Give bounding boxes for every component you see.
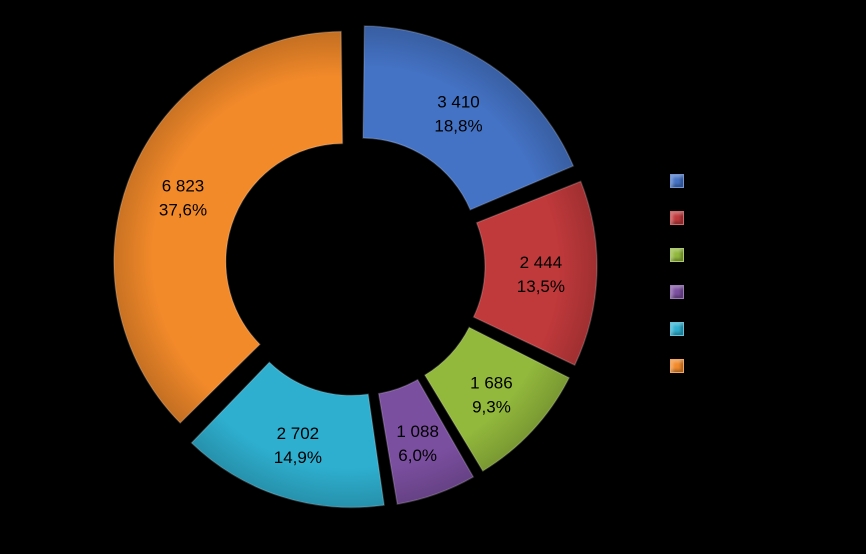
legend-item <box>670 248 684 262</box>
legend-swatch <box>670 174 684 188</box>
slice-value-label: 3 410 <box>437 92 480 111</box>
slice-percent-label: 9,3% <box>472 397 511 416</box>
slice-value-label: 2 702 <box>277 424 320 443</box>
legend-swatch <box>670 285 684 299</box>
slice-percent-label: 37,6% <box>159 200 207 219</box>
legend-item <box>670 211 684 225</box>
slice-value-label: 6 823 <box>162 176 205 195</box>
legend-item <box>670 285 684 299</box>
legend-swatch <box>670 211 684 225</box>
legend <box>670 174 690 396</box>
slice-percent-label: 18,8% <box>434 116 482 135</box>
legend-item <box>670 322 684 336</box>
slices-group <box>113 25 598 509</box>
donut-slice <box>362 25 575 211</box>
legend-swatch <box>670 322 684 336</box>
labels-group: 3 410 18,8% 2 444 13,5% 1 686 9,3% 1 088 6,0% 2 … <box>159 92 565 467</box>
donut-slice <box>113 30 344 425</box>
legend-item <box>670 359 684 373</box>
slice-percent-label: 13,5% <box>517 277 565 296</box>
slice-percent-label: 14,9% <box>274 448 322 467</box>
slice-percent-label: 6,0% <box>398 446 437 465</box>
donut-slice <box>423 326 571 473</box>
donut-slice <box>472 180 598 367</box>
donut-slice <box>190 361 385 509</box>
legend-item <box>670 174 684 188</box>
slice-value-label: 1 088 <box>396 422 439 441</box>
donut-slice <box>377 378 475 505</box>
legend-swatch <box>670 359 684 373</box>
legend-swatch <box>670 248 684 262</box>
slice-value-label: 2 444 <box>520 253 563 272</box>
slice-value-label: 1 686 <box>470 373 513 392</box>
